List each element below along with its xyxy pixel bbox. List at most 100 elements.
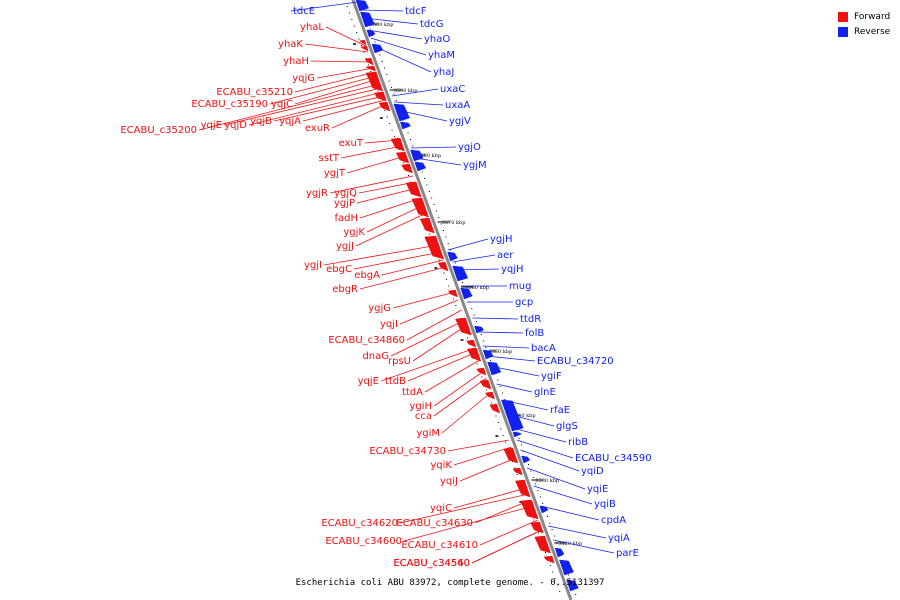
forward-leader-line — [459, 457, 516, 482]
reverse-gene-label[interactable]: yqiA — [608, 533, 630, 544]
axis-dot — [393, 136, 395, 137]
forward-gene-label[interactable]: yqjA — [279, 116, 301, 127]
forward-gene-label[interactable]: yqjG — [292, 73, 315, 84]
forward-gene-label[interactable]: ygjG — [368, 303, 391, 314]
forward-leader-line — [355, 212, 427, 247]
forward-leader-line — [325, 26, 366, 47]
reverse-gene-label[interactable]: ygjV — [449, 116, 471, 127]
forward-gene-label[interactable]: ygjK — [343, 227, 365, 238]
axis-dot — [518, 438, 520, 439]
reverse-leader-line — [489, 365, 540, 377]
axis-dot — [516, 474, 518, 475]
reverse-gene-label[interactable]: glgS — [556, 421, 578, 432]
forward-gene-label[interactable]: ygjP — [334, 198, 355, 209]
forward-gene-label[interactable]: ttdB — [385, 376, 406, 387]
reverse-gene-label[interactable]: cpdA — [601, 515, 626, 526]
forward-gene-label[interactable]: ECABU_c34560 — [393, 558, 470, 569]
forward-gene-label[interactable]: ECABU_c34860 — [328, 335, 405, 346]
reverse-gene-label[interactable]: tdcG — [420, 19, 444, 30]
axis-dot — [473, 314, 475, 316]
forward-gene-label[interactable]: ygjI — [304, 260, 322, 271]
reverse-gene-label[interactable]: ribB — [568, 437, 588, 448]
axis-dot — [391, 87, 393, 88]
reverse-gene-label[interactable]: yhaM — [428, 50, 455, 61]
forward-gene-label[interactable]: ebgA — [354, 270, 380, 281]
forward-gene-label[interactable]: ygiM — [416, 428, 440, 439]
axis-dot — [448, 285, 450, 287]
reverse-gene-label[interactable]: uxaC — [440, 84, 465, 95]
forward-leader-line — [310, 60, 372, 63]
forward-gene-label[interactable]: exuR — [305, 123, 330, 134]
reverse-gene-label[interactable]: ttdR — [520, 314, 541, 325]
forward-gene-label[interactable]: yqjE — [358, 376, 379, 387]
forward-gene-label[interactable]: dnaG — [362, 351, 389, 362]
forward-gene-label[interactable]: rpsU — [388, 356, 411, 367]
forward-gene-label[interactable]: ygjQ — [334, 188, 357, 199]
forward-gene-label[interactable]: ECABU_c34630 — [396, 518, 473, 529]
reverse-gene-label[interactable]: yhaO — [424, 34, 450, 45]
forward-gene-label[interactable]: yqiK — [430, 460, 452, 471]
axis-dot — [445, 279, 447, 280]
forward-gene-label[interactable]: ECABU_c35190 — [191, 99, 268, 110]
reverse-gene-label[interactable]: folB — [525, 328, 544, 339]
forward-gene-label[interactable]: yhaK — [278, 39, 303, 50]
reverse-gene-label[interactable]: yhaJ — [433, 67, 454, 78]
reverse-gene-label[interactable]: uxaA — [445, 100, 470, 111]
forward-gene-label[interactable]: ECABU_c35200 — [120, 125, 197, 136]
forward-gene-label[interactable]: ECABU_c34730 — [369, 446, 446, 457]
reverse-leader-line — [502, 399, 549, 411]
forward-gene-label[interactable]: yqiJ — [440, 476, 458, 487]
forward-leader-line — [269, 75, 377, 105]
forward-gene-label[interactable]: ebgR — [332, 284, 358, 295]
reverse-gene-label[interactable]: parE — [616, 548, 639, 559]
reverse-gene-label[interactable]: yqiE — [587, 484, 608, 495]
forward-gene-label[interactable]: yhaH — [283, 56, 309, 67]
reverse-gene-label[interactable]: ygjH — [490, 234, 513, 245]
forward-gene-label[interactable]: yhaL — [300, 22, 324, 33]
forward-gene-label[interactable]: exuT — [339, 138, 364, 149]
forward-gene-label[interactable]: ebgC — [326, 264, 352, 275]
reverse-gene-label[interactable]: aer — [497, 250, 514, 261]
forward-gene-label[interactable]: ygjJ — [336, 241, 354, 252]
reverse-gene-label[interactable]: tdcE — [293, 6, 315, 17]
forward-gene-label[interactable]: yqjB — [250, 116, 272, 127]
reverse-gene-label[interactable]: glnE — [534, 387, 556, 398]
forward-gene-label[interactable]: ECABU_c35210 — [216, 87, 293, 98]
forward-gene-label[interactable]: ECABU_c34540 — [393, 558, 470, 569]
reverse-gene-label[interactable]: mug — [509, 281, 531, 292]
forward-gene-label[interactable]: ttdA — [402, 387, 423, 398]
forward-gene-label[interactable]: fadH — [334, 213, 358, 224]
reverse-gene-label[interactable]: ygjM — [463, 160, 487, 171]
kbp-tick-label: 3600 kbp — [370, 22, 394, 28]
forward-gene-label[interactable]: ygiH — [409, 401, 432, 412]
forward-gene-label[interactable]: ECABU_c34620 — [321, 518, 398, 529]
reverse-gene-block — [410, 149, 424, 162]
reverse-gene-label[interactable]: ECABU_c34590 — [575, 453, 652, 464]
reverse-gene-label[interactable]: yqiB — [594, 499, 616, 510]
reverse-gene-label[interactable]: ygjO — [458, 142, 481, 153]
axis-dot — [545, 552, 547, 553]
forward-gene-label[interactable]: yqjE — [201, 120, 222, 131]
forward-gene-label[interactable]: ECABU_c34610 — [401, 540, 478, 551]
forward-gene-label[interactable]: ygjR — [306, 188, 328, 199]
forward-gene-label[interactable]: yqjI — [380, 319, 398, 330]
reverse-gene-label[interactable]: gcp — [515, 297, 533, 308]
reverse-gene-label[interactable]: bacA — [531, 343, 556, 354]
genome-caption: Escherichia coli ABU 83972, complete gen… — [295, 578, 605, 588]
forward-gene-label[interactable]: cca — [415, 411, 432, 422]
axis-dot — [495, 415, 497, 417]
forward-gene-label[interactable]: ygjT — [324, 168, 346, 179]
axis-dot — [556, 542, 558, 543]
reverse-gene-label[interactable]: rfaE — [550, 405, 570, 416]
forward-gene-label[interactable]: ECABU_c34600 — [325, 536, 402, 547]
reverse-gene-label[interactable]: ygiF — [541, 371, 562, 382]
reverse-gene-label[interactable]: tdcF — [405, 6, 427, 17]
forward-gene-label[interactable]: yqiC — [430, 503, 452, 514]
forward-gene-label[interactable]: sstT — [319, 153, 340, 164]
reverse-gene-label[interactable]: yqiD — [581, 466, 604, 477]
kbp-tick-label: 3580 kbp — [417, 153, 441, 159]
reverse-gene-label[interactable]: ECABU_c34720 — [537, 356, 614, 367]
forward-gene-label[interactable]: yqjD — [224, 120, 247, 131]
forward-gene-label[interactable]: yqjC — [271, 99, 293, 110]
reverse-gene-label[interactable]: yqjH — [501, 264, 524, 275]
